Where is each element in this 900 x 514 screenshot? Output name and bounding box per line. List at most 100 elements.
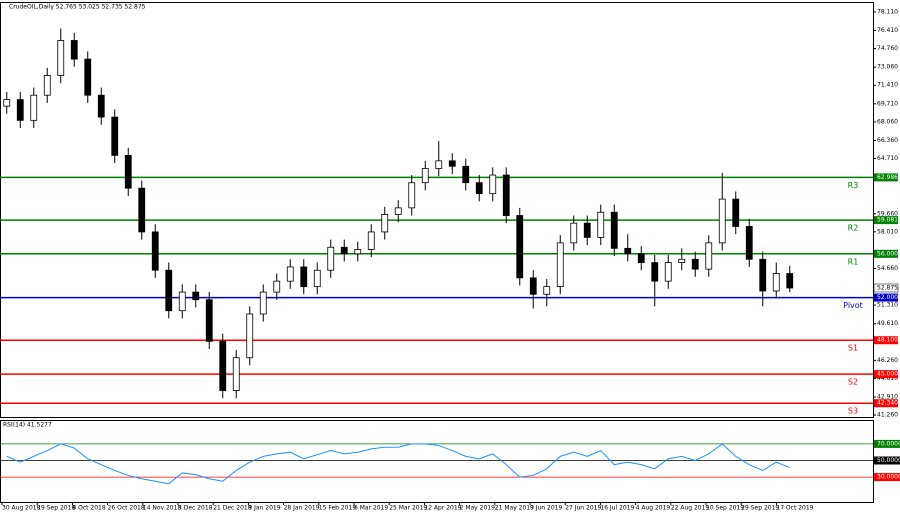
rsi-line — [6, 443, 790, 485]
rsi-level-label: 30.0000 — [877, 474, 900, 481]
candle-body — [3, 99, 11, 107]
y-tick-label: 71.410 — [877, 82, 898, 89]
level-price-label: 48.100 — [877, 337, 898, 344]
x-tick-label: 17 Oct 2019 — [776, 505, 813, 512]
price-panel — [0, 2, 874, 418]
y-tick-label: 68.060 — [877, 118, 898, 125]
candle-body — [732, 198, 740, 227]
candle-body — [273, 280, 281, 293]
y-tick-label: 51.310 — [877, 302, 898, 309]
candle-body — [570, 222, 578, 244]
x-tick-label: 27 Jun 2019 — [565, 505, 601, 512]
candle-body — [408, 182, 416, 209]
y-tick-label: 76.410 — [877, 27, 898, 34]
level-name: R3 — [848, 181, 859, 190]
x-tick-label: 9 Jan 2019 — [248, 505, 280, 512]
x-tick-label: 12 Apr 2019 — [424, 505, 461, 512]
x-tick-label: 19 Sep 2018 — [37, 505, 75, 512]
current-price-box — [873, 283, 899, 293]
candle-body — [30, 94, 38, 121]
candle-body — [246, 313, 254, 359]
candle-body — [16, 99, 24, 121]
candle-body — [678, 258, 686, 263]
candle-body — [664, 262, 672, 282]
x-tick-label: 8 Oct 2018 — [72, 505, 105, 512]
level-price-label: 45.000 — [877, 371, 898, 378]
candle-body — [259, 291, 267, 315]
candle-body — [138, 187, 146, 233]
candle-body — [70, 40, 78, 60]
rsi-level-label: 50.0000 — [877, 457, 900, 464]
candle-body — [219, 340, 227, 391]
candle-body — [394, 207, 402, 215]
candle-body — [624, 247, 632, 255]
y-tick-label: 59.660 — [877, 210, 898, 217]
rsi-level-box — [874, 439, 900, 448]
candle-body — [543, 286, 551, 295]
candle-body — [340, 246, 348, 255]
level-price-box — [874, 293, 898, 302]
candle-body — [745, 226, 753, 260]
x-tick-label: 30 Aug 2018 — [2, 505, 41, 512]
x-tick-label: 2 May 2019 — [460, 505, 495, 512]
candle-body — [286, 266, 294, 282]
x-tick-label: 9 Jun 2019 — [530, 505, 562, 512]
level-price-label: 56.000 — [877, 250, 898, 257]
y-tick-label: 54.660 — [877, 265, 898, 272]
candle-body — [597, 211, 605, 238]
candle-body — [97, 94, 105, 118]
y-tick-label: 69.710 — [877, 100, 898, 107]
candle-body — [583, 222, 591, 238]
x-tick-label: 10 Sep 2019 — [706, 505, 744, 512]
candle-body — [516, 215, 524, 279]
y-tick-label: 46.260 — [877, 357, 898, 364]
candle-body — [691, 258, 699, 270]
candle-body — [192, 291, 200, 301]
candle-body — [637, 253, 645, 263]
candle-body — [529, 277, 537, 295]
candle-body — [205, 299, 213, 342]
x-tick-label: 4 Aug 2019 — [636, 505, 671, 512]
y-tick-label: 44.610 — [877, 375, 898, 382]
level-name: S2 — [848, 378, 858, 387]
candle-body — [705, 242, 713, 270]
x-tick-label: 21 May 2019 — [495, 505, 534, 512]
y-tick-label: 64.710 — [877, 155, 898, 162]
y-tick-label: 49.610 — [877, 320, 898, 327]
candle-body — [462, 165, 470, 184]
candle-body — [489, 174, 497, 195]
level-name: R2 — [848, 224, 859, 233]
level-price-box — [874, 399, 898, 408]
rsi-level-box — [874, 456, 900, 465]
candle-body — [718, 198, 726, 244]
level-name: S1 — [848, 344, 858, 353]
level-price-label: 62.986 — [877, 174, 898, 181]
candle-body — [124, 154, 132, 189]
current-price-label: 52.875 — [877, 284, 898, 291]
x-tick-label: 15 Feb 2019 — [319, 505, 357, 512]
x-tick-label: 22 Aug 2019 — [671, 505, 710, 512]
candle-body — [367, 231, 375, 250]
level-price-box — [874, 370, 898, 379]
level-price-box — [874, 173, 898, 182]
level-price-box — [874, 216, 898, 225]
candle-body — [43, 75, 51, 96]
candle-body — [178, 291, 186, 312]
y-tick-label: 74.760 — [877, 45, 898, 52]
candle-body — [84, 58, 92, 96]
level-price-label: 59.081 — [877, 217, 898, 224]
level-name: Pivot — [843, 301, 863, 310]
level-price-label: 42.340 — [877, 400, 898, 407]
y-tick-label: 42.910 — [877, 393, 898, 400]
candle-body — [313, 269, 321, 288]
y-tick-label: 41.260 — [877, 412, 898, 419]
candle-body — [772, 273, 780, 292]
rsi-panel — [0, 420, 874, 503]
candle-body — [327, 246, 335, 271]
x-tick-label: 21 Dec 2018 — [213, 505, 252, 512]
candle-body — [475, 182, 483, 195]
candle-body — [435, 160, 443, 169]
x-tick-label: 14 Nov 2018 — [143, 505, 182, 512]
candle-body — [556, 242, 564, 288]
